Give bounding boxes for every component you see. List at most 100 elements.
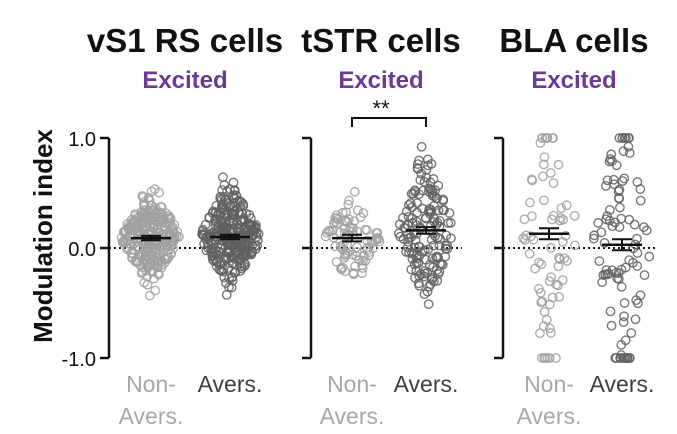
data-point [553,159,564,170]
data-point [438,205,448,216]
data-point [214,264,225,275]
data-point [638,222,649,233]
data-point [152,256,163,266]
x-label-non-avers-line2: Avers. [119,403,184,429]
data-point [524,248,535,259]
data-point [630,314,641,325]
y-tick-minus-1: -1.0 [62,349,96,371]
data-point [406,264,417,275]
significance-label: ** [372,96,390,121]
chart-marks [100,117,656,363]
data-point [560,230,571,241]
data-point [417,203,428,214]
data-point [432,232,443,243]
data-point [600,180,611,191]
data-point [412,163,423,173]
data-point [327,225,338,236]
data-point [544,276,555,287]
data-point [148,273,159,284]
data-point [561,200,572,211]
data-point [235,245,246,255]
data-point [554,291,565,302]
data-point [554,254,565,265]
data-point [160,221,170,231]
data-point [553,280,563,291]
data-point [619,298,630,308]
data-point [118,236,129,246]
data-point [358,208,369,219]
panel-title-tstr: tSTR cells [301,22,461,59]
data-point [617,176,628,186]
data-point [127,252,138,263]
panel-title-vs1: vS1 RS cells [87,22,283,59]
data-point [545,168,556,178]
data-point [427,253,438,264]
data-point [200,219,211,230]
data-point [598,270,609,280]
data-point [604,215,615,226]
data-point [239,261,250,272]
data-point [432,251,442,262]
data-point [617,133,628,143]
data-point [632,233,642,244]
data-point [149,184,160,195]
data-point [546,214,557,225]
data-point [403,236,413,247]
data-point [535,328,545,339]
data-point [162,240,173,251]
data-point [557,275,568,286]
data-point [244,220,255,231]
data-point [620,335,631,346]
data-point [352,246,362,257]
data-point [137,267,148,277]
x-label-non-avers-line1: Non- [126,371,176,397]
data-point [596,227,607,238]
data-point [340,249,351,260]
data-point [416,141,427,152]
data-point [542,133,552,143]
data-point [128,220,139,231]
data-point [618,146,629,157]
data-point [340,216,351,227]
data-point [444,208,455,218]
significance-bracket [351,117,427,127]
data-point [558,214,569,225]
data-point [407,247,417,258]
data-point [527,175,538,186]
y-axis-label: Modulation index [28,129,58,343]
data-point [606,320,617,331]
data-point [401,246,412,257]
data-point [146,208,157,219]
data-point [570,240,580,251]
panel-subtitle-bla: Excited [531,67,616,94]
data-point [546,242,556,253]
data-point [348,269,359,280]
data-point [349,186,360,197]
data-point [548,133,558,143]
data-point [428,174,439,184]
data-point [594,256,605,267]
data-point [249,226,260,237]
data-point [588,233,599,244]
data-point [410,187,421,197]
y-tick-0: 0.0 [68,239,96,261]
data-point [423,299,434,310]
data-point [426,207,437,217]
data-point [430,185,441,196]
data-point [154,249,165,260]
data-point [228,177,239,188]
x-label-avers: Avers. [198,371,263,397]
data-point [413,278,424,289]
data-point [213,246,224,257]
data-point [122,219,133,230]
data-point [551,353,561,363]
data-point [198,230,209,241]
data-point [143,192,154,203]
panel-subtitle-vs1: Excited [142,67,227,94]
data-point [221,289,232,300]
data-point [411,216,422,227]
data-point [536,297,547,308]
data-point [539,159,549,170]
data-point [211,200,222,211]
